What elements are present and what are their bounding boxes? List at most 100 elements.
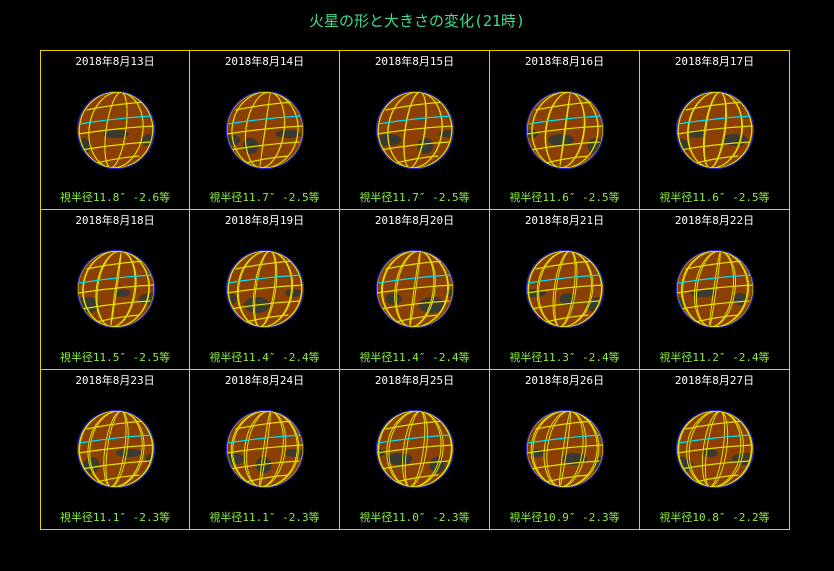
mars-panel: 2018年8月25日 視半径11.0″ -2.3等 — [340, 370, 490, 530]
mars-panel: 2018年8月26日 視半径10.9″ -2.3等 — [490, 370, 640, 530]
panel-radius-magnitude: 視半径11.8″ -2.6等 — [59, 191, 171, 204]
mars-disk — [227, 411, 303, 487]
mars-globe — [375, 90, 455, 170]
parallel-line — [680, 300, 750, 310]
globe-limb — [525, 409, 605, 489]
panel-date: 2018年8月20日 — [374, 214, 455, 227]
panel-radius-magnitude: 視半径11.2″ -2.4等 — [659, 351, 770, 364]
mars-globe — [76, 249, 156, 329]
meridian-line — [377, 411, 453, 487]
parallel-line — [385, 260, 445, 270]
panel-date: 2018年8月23日 — [75, 374, 155, 387]
meridian-line — [231, 92, 299, 168]
parallel-line — [377, 284, 453, 294]
equator-line — [678, 115, 752, 125]
parallel-line — [230, 460, 300, 470]
equator-line — [528, 274, 602, 284]
mars-panel: 2018年8月27日 視半径10.8″ -2.2等 — [640, 370, 790, 530]
panel-radius-magnitude: 視半径11.1″ -2.3等 — [59, 511, 171, 524]
panel-radius-magnitude: 視半径11.4″ -2.4等 — [209, 351, 320, 364]
parallel-line — [530, 460, 600, 470]
parallel-line — [677, 284, 753, 294]
panel-radius-magnitude: 視半径11.7″ -2.5等 — [209, 191, 320, 204]
panel-radius-magnitude: 視半径11.3″ -2.4等 — [509, 351, 620, 364]
meridian-line — [527, 251, 603, 327]
parallel-line — [527, 284, 603, 294]
meridian-line — [230, 411, 300, 487]
equator-line — [79, 274, 153, 284]
dark-albedo-region — [275, 130, 302, 138]
dark-albedo-region — [548, 134, 575, 146]
panel-radius-magnitude: 視半径11.6″ -2.5等 — [509, 191, 620, 204]
meridian-line — [680, 251, 750, 327]
mars-panel: 2018年8月17日 視半径11.6″ -2.5等 — [640, 50, 790, 210]
dark-albedo-region — [138, 293, 154, 305]
parallel-line — [380, 300, 450, 310]
mars-panel: 2018年8月13日視半径11.8″ -2.6等 — [40, 50, 190, 210]
mars-panel: 2018年8月16日視半径11.6″ -2.5等 — [490, 50, 640, 210]
parallel-line — [680, 460, 750, 470]
parallel-line — [380, 460, 450, 470]
mars-globe — [525, 90, 605, 170]
mars-panel: 2018年8月19日 視半径11.4″ -2.4等 — [190, 210, 340, 370]
equator-line — [228, 115, 302, 125]
mars-panel-grid: 2018年8月13日 視半径11.8″ -2.6等 2018年8月14日 視半径11.… — [40, 50, 790, 530]
panel-date: 2018年8月16日 — [524, 55, 605, 68]
globe-limb — [375, 249, 455, 329]
parallel-line — [677, 125, 753, 135]
panel-radius-magnitude: 視半径11.7″ -2.5等 — [359, 191, 470, 204]
dark-albedo-region — [115, 449, 142, 457]
mars-disk — [527, 251, 603, 327]
dark-albedo-region — [385, 293, 402, 305]
parallel-line — [685, 260, 745, 270]
mars-globe — [375, 409, 455, 489]
globe-limb — [675, 90, 755, 170]
parallel-line — [86, 101, 146, 111]
parallel-line — [81, 141, 151, 151]
parallel-line — [530, 141, 600, 151]
meridian-line — [530, 411, 600, 487]
panel-radius-magnitude: 視半径11.5″ -2.5等 — [59, 351, 171, 364]
meridian-line — [531, 92, 599, 168]
parallel-line — [677, 444, 753, 454]
meridian-line — [82, 251, 150, 327]
globe-limb — [76, 90, 156, 170]
mars-panel: 2018年8月15日 視半径11.7″ -2.5等 — [340, 50, 490, 210]
globe-limb — [76, 409, 156, 489]
parallel-line — [235, 420, 295, 430]
equator-line — [378, 274, 452, 284]
parallel-line — [81, 460, 151, 470]
equator-line — [228, 274, 302, 284]
dark-albedo-region — [78, 138, 92, 154]
parallel-line — [527, 125, 603, 135]
panel-radius-magnitude: 視半径10.9″ -2.3等 — [509, 511, 620, 524]
meridian-line — [78, 411, 154, 487]
mars-globe — [76, 90, 156, 170]
panel-date: 2018年8月13日 — [75, 55, 155, 68]
mars-panel: 2018年8月22日視半径11.2″ -2.4等 — [640, 210, 790, 370]
parallel-line — [385, 420, 445, 430]
mars-globe — [675, 90, 755, 170]
dark-albedo-region — [227, 453, 245, 465]
meridian-line — [377, 92, 453, 168]
globe-limb — [225, 249, 305, 329]
dark-albedo-region — [103, 130, 129, 138]
panel-radius-magnitude: 視半径11.4″ -2.4等 — [359, 351, 470, 364]
parallel-line — [685, 101, 745, 111]
globe-limb — [525, 249, 605, 329]
parallel-line — [230, 300, 300, 310]
globe-limb — [375, 90, 455, 170]
equator-line — [378, 434, 452, 444]
panel-date: 2018年8月22日 — [674, 214, 755, 227]
parallel-line — [86, 260, 146, 270]
meridian-line — [677, 92, 753, 168]
mars-panel: 2018年8月23日視半径11.1″ -2.3等 — [40, 370, 190, 530]
dark-albedo-region — [285, 289, 302, 297]
equator-line — [528, 115, 602, 125]
parallel-line — [78, 284, 154, 294]
panel-date: 2018年8月25日 — [374, 374, 455, 387]
parallel-line — [685, 420, 745, 430]
mars-globe — [525, 249, 605, 329]
panel-date: 2018年8月24日 — [224, 374, 305, 387]
mars-disk — [527, 411, 603, 487]
